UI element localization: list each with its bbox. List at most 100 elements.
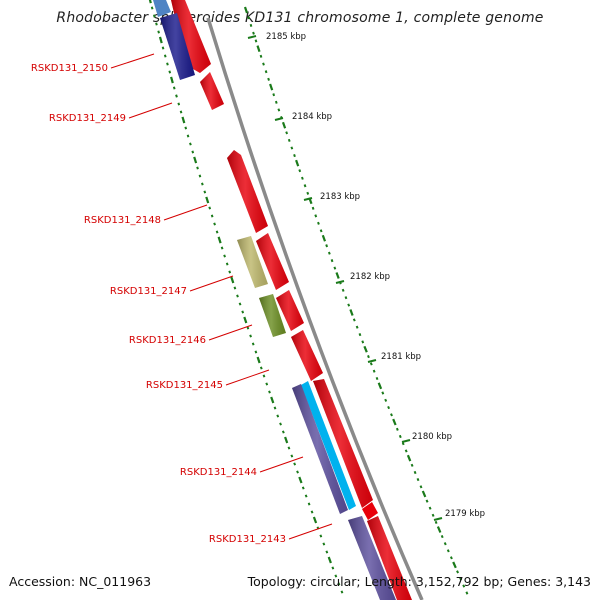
inner-ring-tick bbox=[331, 566, 335, 570]
gene-2145-shade bbox=[291, 330, 323, 381]
gene-label-2146: RSKD131_2146 bbox=[129, 335, 206, 346]
outer-ring-tick bbox=[269, 83, 274, 91]
leader-2145 bbox=[225, 369, 270, 386]
outer-ring-tick bbox=[375, 376, 379, 381]
outer-ring-tick bbox=[421, 490, 427, 498]
inner-ring-tick bbox=[223, 254, 226, 258]
gene-label-2150: RSKD131_2150 bbox=[31, 63, 108, 74]
outer-ring-tick bbox=[295, 159, 300, 167]
kbp-tick-2182 bbox=[335, 280, 345, 284]
outer-ring-tick bbox=[410, 463, 414, 467]
outer-ring-tick bbox=[452, 561, 457, 569]
inner-ring-tick bbox=[262, 374, 266, 378]
outer-ring-tick bbox=[456, 570, 460, 574]
gene-label-2149: RSKD131_2149 bbox=[49, 113, 126, 124]
outer-ring-tick bbox=[367, 355, 370, 359]
inner-ring-tick bbox=[198, 174, 202, 178]
gene-2144-cyan bbox=[301, 381, 356, 510]
kbp-label-group: 2185 kbp 2184 kbp 2183 kbp 2182 kbp 2181… bbox=[247, 32, 485, 521]
outer-ring-tick bbox=[419, 485, 423, 489]
outer-ring-tick bbox=[281, 121, 287, 129]
inner-ring-tick bbox=[181, 116, 186, 124]
kbp-label-2182: 2182 kbp bbox=[350, 272, 390, 282]
kbp-label-2179: 2179 kbp bbox=[445, 509, 485, 519]
inner-ring-tick bbox=[158, 36, 163, 44]
inner-ring-tick bbox=[203, 190, 207, 194]
inner-ring-tick bbox=[215, 230, 219, 234]
outer-ring-tick bbox=[404, 449, 408, 453]
outer-ring-tick bbox=[249, 23, 253, 28]
outer-ring-tick bbox=[335, 272, 340, 279]
outer-ring-tick bbox=[352, 318, 356, 322]
gene-label-2143: RSKD131_2143 bbox=[209, 534, 286, 545]
inner-ring-tick bbox=[163, 54, 167, 58]
gene-features bbox=[153, 0, 412, 600]
inner-ring-tick bbox=[290, 454, 294, 458]
kbp-tick-2180 bbox=[401, 439, 411, 443]
outer-ring-tick bbox=[401, 442, 405, 446]
outer-ring-tick bbox=[341, 288, 345, 292]
outer-ring-tick bbox=[363, 345, 368, 353]
outer-ring-tick bbox=[311, 206, 315, 210]
inner-ring-tick bbox=[228, 270, 232, 274]
outer-ring-tick bbox=[277, 108, 281, 112]
outer-ring-tick bbox=[358, 333, 362, 337]
gene-2148-shade bbox=[227, 150, 268, 233]
inner-ring-tick bbox=[268, 390, 271, 394]
outer-ring-tick bbox=[301, 176, 304, 180]
kbp-tick-2181 bbox=[367, 359, 377, 363]
inner-ring-tick bbox=[189, 142, 192, 146]
gene-2147-red-shade bbox=[256, 233, 289, 290]
inner-ring-tick bbox=[148, 0, 152, 4]
inner-ring-tick bbox=[201, 182, 204, 186]
outer-ring-tick bbox=[462, 584, 466, 588]
inner-ring-tick bbox=[307, 502, 311, 506]
kbp-label-2180: 2180 kbp bbox=[412, 432, 452, 442]
inner-ring-tick bbox=[168, 70, 172, 74]
inner-ring-tick bbox=[193, 156, 198, 164]
kbp-tick-2183 bbox=[303, 197, 313, 201]
kbp-tick-2185 bbox=[247, 35, 257, 39]
inner-ring-tick bbox=[304, 494, 308, 498]
inner-ring-tick bbox=[241, 310, 245, 314]
inner-ring-tick bbox=[337, 582, 341, 586]
inner-ring-tick bbox=[325, 550, 329, 554]
inner-ring-tick bbox=[281, 430, 285, 434]
kbp-tick-2184 bbox=[274, 117, 284, 121]
leader-2147 bbox=[189, 275, 234, 292]
outer-ring-tick bbox=[262, 62, 265, 66]
outer-ring-tick bbox=[330, 259, 334, 263]
gene-2146-red-shade bbox=[276, 290, 304, 331]
outer-ring-tick bbox=[431, 513, 435, 517]
gene-2143-red-small bbox=[362, 502, 378, 520]
inner-ring-tick bbox=[238, 302, 242, 306]
inner-ring-tick bbox=[150, 6, 154, 10]
inner-ring-tick bbox=[251, 342, 255, 346]
inner-ring-tick bbox=[293, 462, 297, 466]
outer-ring-tick bbox=[406, 454, 412, 462]
gene-label-group: RSKD131_2150 RSKD131_2149 RSKD131_2148 R… bbox=[31, 53, 333, 545]
gene-2150-steel bbox=[153, 0, 171, 17]
gene-label-2144: RSKD131_2144 bbox=[180, 467, 257, 478]
inner-ring-tick bbox=[191, 150, 195, 154]
outer-ring-tick bbox=[333, 266, 337, 270]
inner-ring-tick bbox=[161, 46, 165, 50]
inner-ring-tick bbox=[175, 94, 178, 98]
accession-text: Accession: NC_011963 bbox=[9, 574, 152, 589]
leader-2143 bbox=[288, 523, 333, 540]
gene-label-2145: RSKD131_2145 bbox=[146, 380, 223, 391]
gene-2143-red-shade bbox=[367, 516, 412, 600]
outer-ring-tick bbox=[349, 309, 354, 316]
outer-ring-tick bbox=[252, 31, 255, 35]
inner-ring-tick bbox=[319, 534, 323, 538]
kbp-label-2183: 2183 kbp bbox=[320, 192, 360, 202]
gene-label-2147: RSKD131_2147 bbox=[110, 286, 187, 297]
gene-2143-slate-shade bbox=[348, 516, 396, 600]
topology-text: Topology: circular; Length: 3,152,792 bp… bbox=[247, 574, 591, 589]
outer-ring-tick bbox=[287, 138, 291, 142]
outer-ring-tick bbox=[395, 427, 399, 431]
inner-ring-tick bbox=[170, 76, 174, 84]
outer-ring-tick bbox=[285, 131, 289, 135]
outer-ring-tick bbox=[303, 184, 307, 188]
outer-ring-tick bbox=[377, 382, 383, 390]
